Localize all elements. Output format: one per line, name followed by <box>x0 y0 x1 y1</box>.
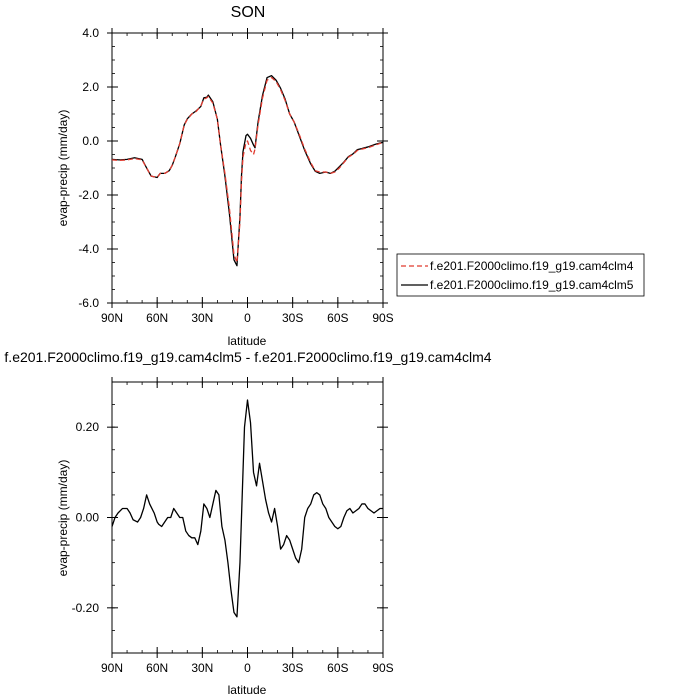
y-tick-label: 2.0 <box>82 80 99 94</box>
y-tick-label: 0.0 <box>82 134 99 148</box>
y-tick-label: 4.0 <box>82 26 99 40</box>
bottom-y-axis-label: evap-precip (mm/day) <box>56 460 70 577</box>
x-tick-label: 30N <box>191 311 213 325</box>
top-series-line <box>111 76 384 264</box>
top-x-axis-label: latitude <box>228 334 267 348</box>
x-tick-label: 0 <box>244 661 251 675</box>
x-tick-label: 90S <box>372 661 393 675</box>
top-axis-ticks: 90N 60N 30N 0 30S 60S 90S -6.0 -4.0 -2.0 0.0 2.0 4.0 <box>78 26 393 325</box>
top-y-axis-label: evap-precip (mm/day) <box>56 110 70 227</box>
x-tick-label: 60S <box>327 311 348 325</box>
x-tick-label: 90S <box>372 311 393 325</box>
bottom-series-lines <box>111 399 383 618</box>
x-tick-label: 30S <box>282 661 303 675</box>
x-tick-label: 60N <box>146 311 168 325</box>
top-plot-frame <box>111 32 384 304</box>
y-tick-label: -4.0 <box>78 242 99 256</box>
legend: f.e201.F2000climo.f19_g19.cam4clm4 f.e20… <box>396 253 645 297</box>
bottom-plot-frame <box>111 381 384 654</box>
y-tick-label: -0.20 <box>72 601 100 615</box>
x-tick-label: 30N <box>191 661 213 675</box>
x-tick-label: 60S <box>327 661 348 675</box>
y-tick-label: -6.0 <box>78 296 99 310</box>
x-tick-label: 90N <box>101 311 123 325</box>
legend-label-clm4: f.e201.F2000climo.f19_g19.cam4clm4 <box>430 259 634 273</box>
bottom-axis-ticks: 90N 60N 30N 0 30S 60S 90S -0.20 0.00 0.20 <box>72 377 394 675</box>
x-tick-label: 30S <box>282 311 303 325</box>
x-tick-label: 90N <box>101 661 123 675</box>
y-tick-label: -2.0 <box>78 188 99 202</box>
y-tick-label: 0.00 <box>76 511 100 525</box>
bottom-x-axis-label: latitude <box>228 683 267 697</box>
bottom-chart-title: f.e201.F2000climo.f19_g19.cam4clm5 - f.e… <box>4 349 491 365</box>
bottom-series-line <box>111 399 383 618</box>
top-series-lines <box>111 75 384 267</box>
legend-box <box>396 253 645 297</box>
y-tick-label: 0.20 <box>76 420 100 434</box>
legend-label-clm5: f.e201.F2000climo.f19_g19.cam4clm5 <box>430 278 634 292</box>
x-tick-label: 0 <box>244 311 251 325</box>
top-chart-title: SON <box>231 4 266 21</box>
top-series-line <box>111 75 384 267</box>
bottom-panel: f.e201.F2000climo.f19_g19.cam4clm5 - f.e… <box>4 349 491 697</box>
x-tick-label: 60N <box>146 661 168 675</box>
top-panel: SON 90N 60N 30N 0 30S 60S 90S -6.0 -4.0 -2.0 0.0 2.… <box>56 4 394 348</box>
